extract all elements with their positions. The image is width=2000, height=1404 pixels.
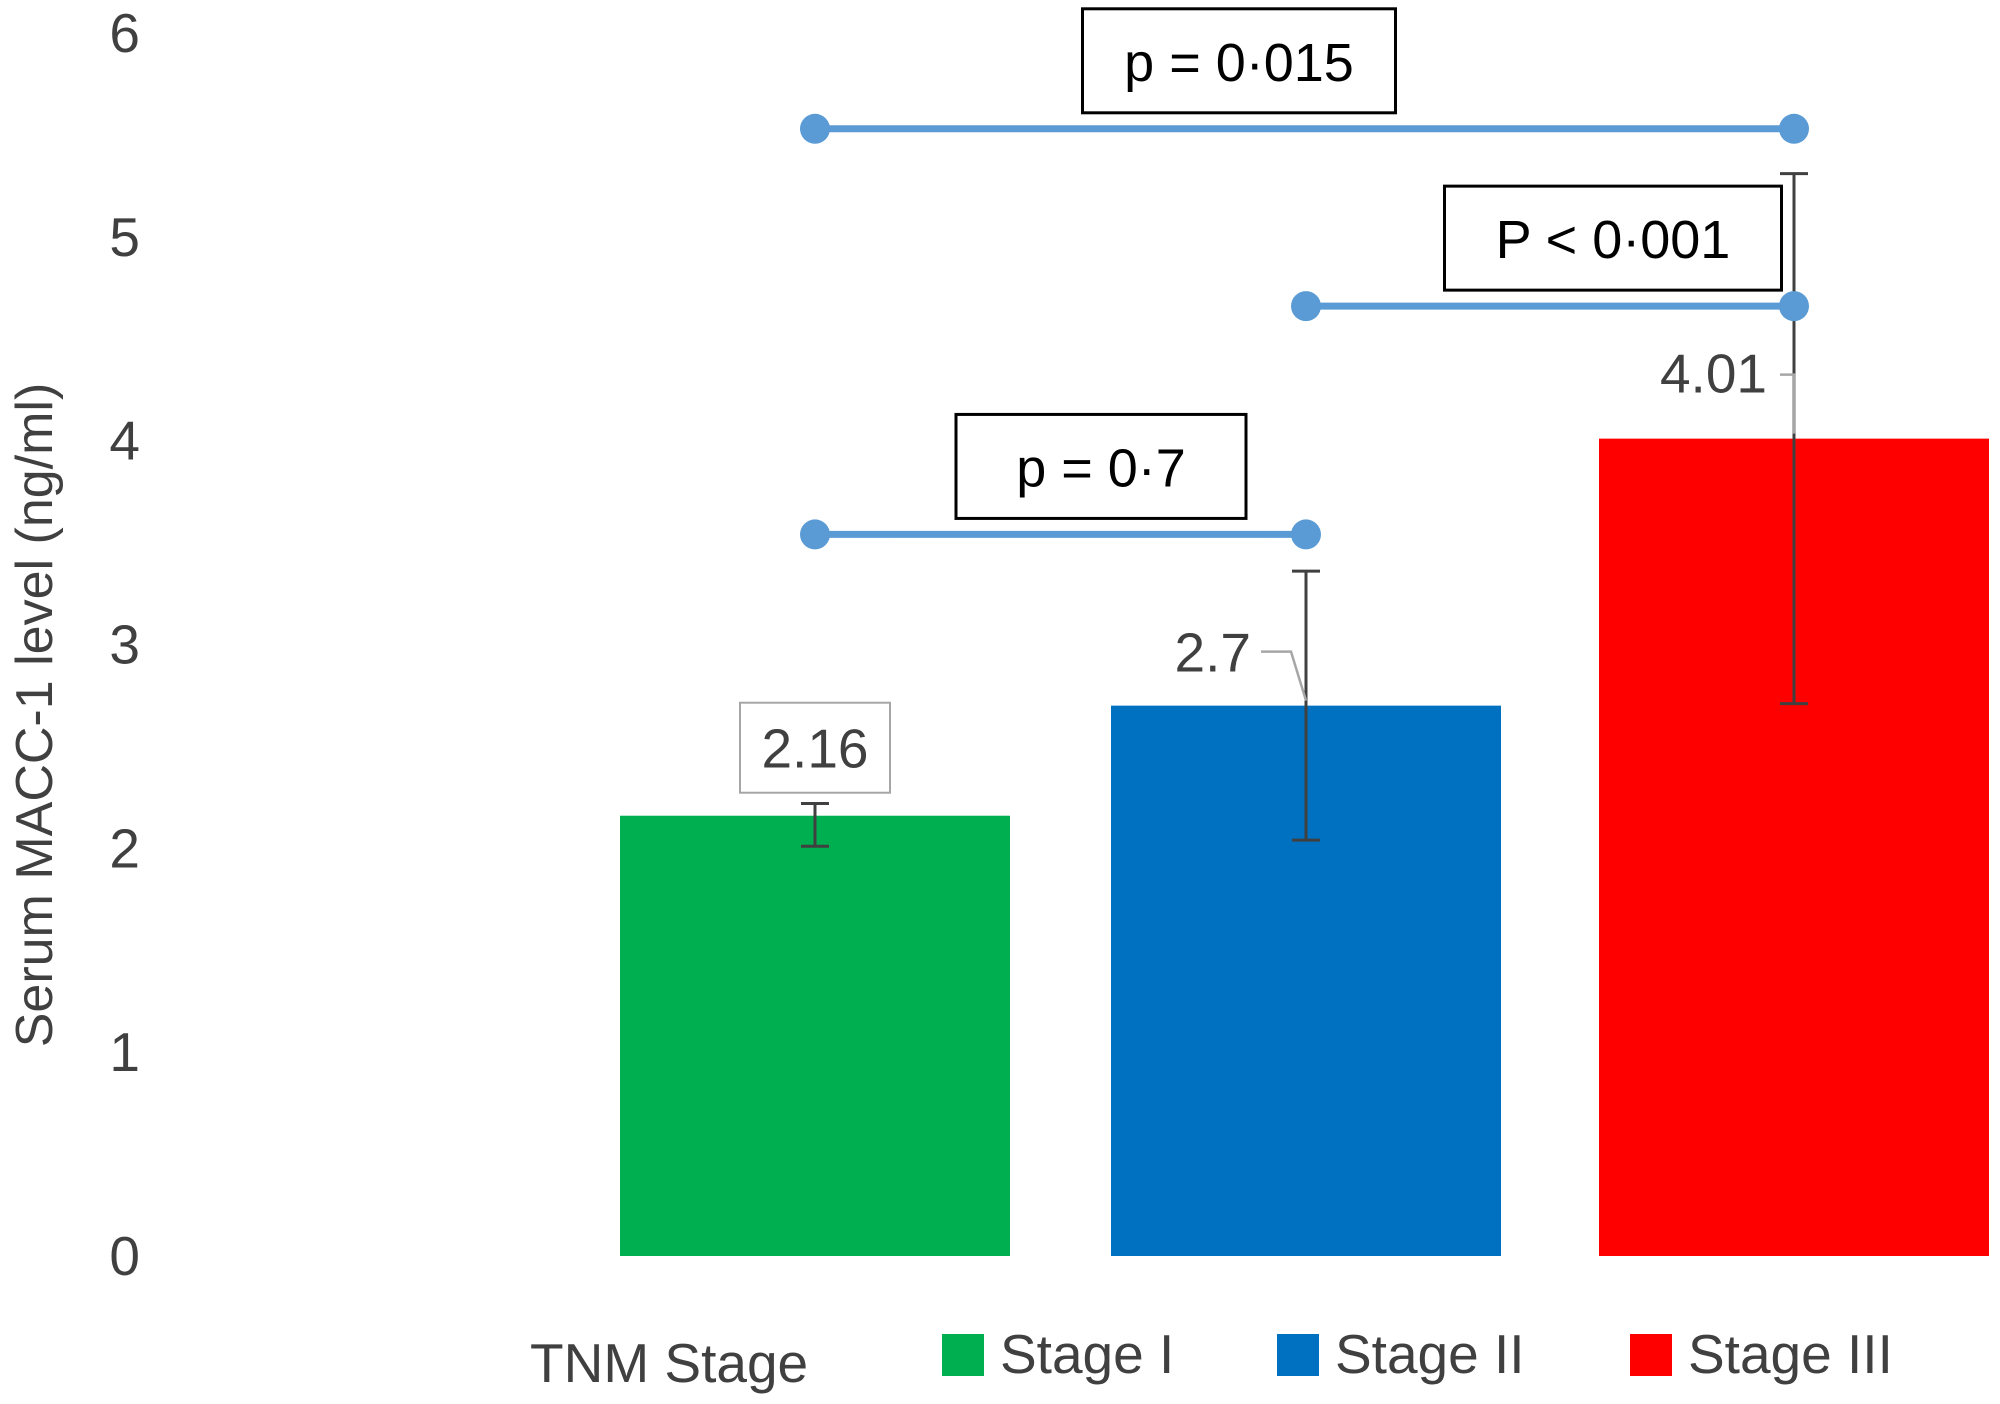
p-value-label: p = 0·7 [1016,438,1186,498]
data-labels: 2.16 2.7 4.01 [739,343,1796,794]
y-tick-label: 1 [109,1021,140,1083]
y-axis: 0 1 2 3 4 5 6 [109,2,140,1287]
p-value-label: p = 0·015 [1124,33,1354,93]
legend-label: Stage II [1335,1323,1525,1385]
data-label-stage-ii: 2.7 [1175,622,1251,684]
p-value-box [954,412,1248,520]
error-bar [801,801,829,848]
significance-brackets: p = 0·015 P < 0·001 p = 0·7 [800,7,1809,550]
comparison-bracket: p = 0·015 [800,7,1809,144]
data-label-stage-iii: 4.01 [1660,343,1767,405]
legend-swatch [942,1334,984,1376]
y-tick-label: 0 [109,1225,140,1287]
legend-swatch [1630,1334,1672,1376]
comparison-endpoint-marker [1291,291,1321,322]
error-bar [1292,569,1320,842]
y-tick-label: 5 [109,206,140,268]
bar-stage-i [620,815,1010,1256]
y-tick-label: 4 [109,410,140,472]
comparison-endpoint-marker [1291,519,1321,550]
error-bars [801,172,1808,848]
data-label-box [739,701,891,794]
legend: TNM Stage Stage I Stage II Stage III [530,1323,1893,1394]
comparison-bracket: P < 0·001 [1291,184,1809,322]
y-tick-label: 2 [109,817,140,879]
y-tick-label: 3 [109,614,140,676]
legend-label: Stage I [1000,1323,1174,1385]
data-label-stage-i: 2.16 [761,718,868,780]
comparison-endpoint-marker [1779,291,1809,322]
comparison-endpoint-marker [800,113,830,144]
comparison-bracket: p = 0·7 [800,412,1321,550]
error-bar [1780,172,1808,706]
p-value-box [1081,7,1397,115]
y-axis-title: Serum MACC-1 level (ng/ml) [6,383,64,1048]
legend-label: Stage III [1688,1323,1893,1385]
comparison-endpoint-marker [800,519,830,550]
comparison-endpoint-marker [1779,113,1809,144]
p-value-label: P < 0·001 [1496,210,1731,270]
legend-swatch [1277,1334,1319,1376]
y-tick-label: 6 [109,2,140,64]
bars [620,438,1989,1257]
data-label-leader-line [1261,650,1308,702]
legend-title: TNM Stage [530,1332,808,1394]
data-label-leader-line [1780,373,1796,434]
p-value-box [1443,184,1783,292]
